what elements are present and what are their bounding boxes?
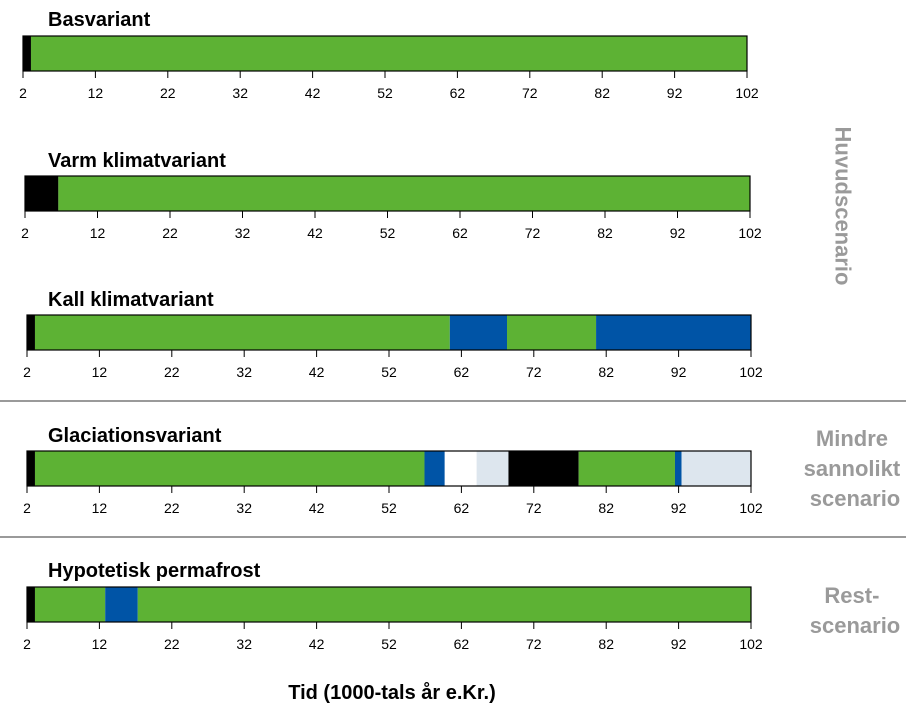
x-tick-label: 42: [309, 364, 325, 380]
x-tick-label: 52: [380, 225, 396, 241]
bar-segment-blue: [449, 315, 508, 350]
bar-segment-green: [34, 587, 106, 622]
panel-basvariant: Basvariant 2 12 22 32 42 52 62 72 82 92 102: [19, 9, 759, 101]
bar-segment-black: [27, 451, 35, 486]
bar-segment-green: [578, 451, 675, 486]
x-axis-label: Tid (1000-tals år e.Kr.): [288, 681, 496, 704]
panel-title: Basvariant: [48, 9, 151, 31]
group-label-line: sannolikt: [804, 456, 901, 481]
group-label-line: scenario: [810, 486, 901, 511]
group-label-mindre-sannolikt: Mindre sannolikt scenario: [804, 426, 907, 511]
x-tick-label: 82: [598, 500, 614, 516]
bar-segment-green: [137, 587, 752, 622]
bar-segment-lightblue: [476, 451, 509, 486]
x-tick-label: 22: [164, 636, 180, 652]
x-tick-label: 92: [667, 85, 683, 101]
x-tick-label: 32: [236, 636, 252, 652]
x-tick-label: 62: [454, 364, 470, 380]
bar-segment-green: [58, 176, 751, 211]
bar-segment-blue: [674, 451, 682, 486]
x-tick-label: 52: [381, 500, 397, 516]
x-tick-label: 102: [738, 225, 762, 241]
x-tick-label: 62: [454, 636, 470, 652]
group-label-line: Rest-: [824, 583, 879, 608]
x-tick-label: 12: [90, 225, 106, 241]
x-tick-label: 92: [671, 500, 687, 516]
x-tick-label: 12: [92, 500, 108, 516]
x-tick-label: 42: [309, 500, 325, 516]
separators: [0, 400, 906, 538]
x-tick-label: 12: [92, 364, 108, 380]
group-label-huvudscenario: Huvudscenario: [831, 127, 856, 286]
x-tick-label: 72: [522, 85, 538, 101]
bar-segment-blue: [105, 587, 138, 622]
x-tick-label: 82: [598, 636, 614, 652]
x-tick-label: 72: [526, 364, 542, 380]
group-label-restscenario: Rest- scenario: [810, 583, 901, 638]
bar-segment-green: [34, 451, 425, 486]
panel-kall-klimatvariant: Kall klimatvariant 2 12 22 32 42 52 62 72 82 92 102: [23, 289, 763, 380]
panel-glaciationsvariant: Glaciationsvariant 2 12 22 32 42 52 62 72 82 92 102: [23, 425, 763, 516]
bar-segment-black: [25, 176, 59, 211]
x-tick-label: 62: [450, 85, 466, 101]
x-tick-label: 102: [739, 500, 763, 516]
x-tick-label: 12: [92, 636, 108, 652]
x-tick-label: 42: [307, 225, 323, 241]
x-tick-label: 82: [597, 225, 613, 241]
x-tick-label: 2: [21, 225, 29, 241]
x-tick-label: 32: [235, 225, 251, 241]
x-tick-label: 22: [164, 500, 180, 516]
x-tick-label: 62: [454, 500, 470, 516]
x-tick-label: 2: [23, 364, 31, 380]
bar-segment-white: [444, 451, 477, 486]
x-tick-label: 72: [526, 500, 542, 516]
x-tick-label: 92: [671, 636, 687, 652]
x-tick-label: 22: [164, 364, 180, 380]
x-tick-label: 42: [305, 85, 321, 101]
x-tick-label: 92: [670, 225, 686, 241]
x-tick-label: 22: [162, 225, 178, 241]
bar-segment-black: [508, 451, 579, 486]
x-tick-label: 32: [236, 364, 252, 380]
x-tick-label: 42: [309, 636, 325, 652]
panel-varm-klimatvariant: Varm klimatvariant 2 12 22 32 42 52 62 72 82 92 102: [21, 150, 762, 241]
x-tick-label: 72: [525, 225, 541, 241]
bar-segment-black: [27, 315, 35, 350]
bar-segment-black: [27, 587, 35, 622]
panel-title: Varm klimatvariant: [48, 150, 226, 172]
x-tick-label: 102: [739, 636, 763, 652]
x-tick-label: 72: [526, 636, 542, 652]
bar-segment-black: [23, 36, 31, 71]
bar-segment-green: [30, 36, 748, 71]
x-tick-label: 82: [598, 364, 614, 380]
x-tick-label: 22: [160, 85, 176, 101]
x-tick-label: 82: [594, 85, 610, 101]
x-tick-label: 32: [232, 85, 248, 101]
x-tick-label: 32: [236, 500, 252, 516]
x-tick-label: 2: [23, 500, 31, 516]
group-label-line: Mindre: [816, 426, 888, 451]
x-tick-label: 52: [377, 85, 393, 101]
panel-title: Hypotetisk permafrost: [48, 560, 261, 582]
x-tick-label: 102: [739, 364, 763, 380]
panel-hypotetisk-permafrost: Hypotetisk permafrost 2 12 22 32 42 52 62 72 82 92…: [23, 560, 763, 652]
x-tick-label: 102: [735, 85, 759, 101]
x-tick-label: 92: [671, 364, 687, 380]
x-tick-label: 2: [23, 636, 31, 652]
bar-segment-lightblue: [681, 451, 751, 486]
panel-title: Kall klimatvariant: [48, 289, 214, 311]
x-tick-label: 2: [19, 85, 27, 101]
x-tick-label: 52: [381, 636, 397, 652]
group-label-line: scenario: [810, 613, 901, 638]
bar-segment-green: [507, 315, 597, 350]
bar-segment-green: [34, 315, 450, 350]
bar-segment-blue: [596, 315, 751, 350]
x-tick-label: 12: [88, 85, 104, 101]
x-tick-label: 62: [452, 225, 468, 241]
x-tick-label: 52: [381, 364, 397, 380]
panel-title: Glaciationsvariant: [48, 425, 222, 447]
bar-segment-blue: [424, 451, 445, 486]
